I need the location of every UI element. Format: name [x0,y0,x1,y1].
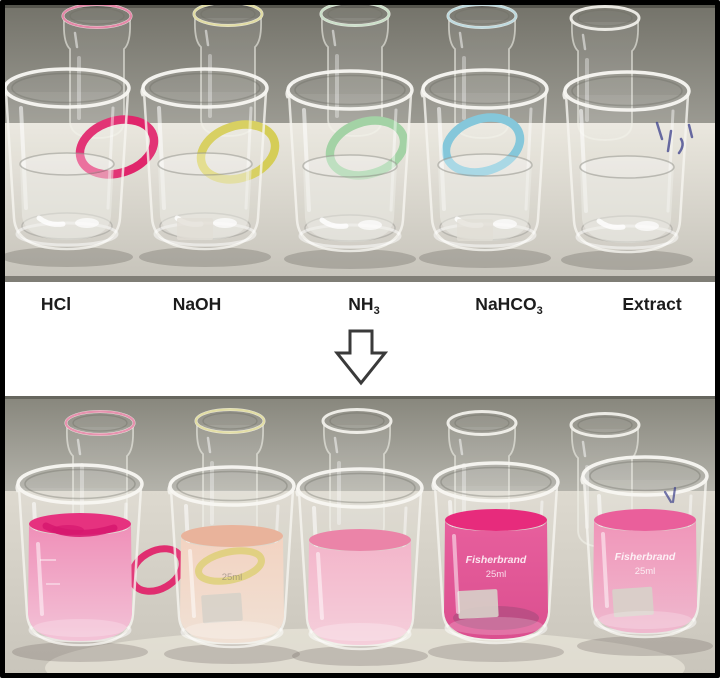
caption-band: HCl NaOH NH3 NaHCO3 Extract [5,282,715,396]
jar-rim-tint [319,5,391,27]
liquid-surface [181,525,283,547]
clear-solution [580,156,674,243]
beaker-nahco3-before [419,68,549,252]
pen-marks [663,486,677,504]
down-arrow-icon [334,329,388,386]
label-naoh: NaOH [172,294,222,314]
liquid [28,524,132,641]
beaker-sticker [457,219,493,241]
beaker-sticker [457,589,499,619]
beaker-nahco3-after: Fisherbrand 25ml [430,461,560,645]
glass-highlight [316,552,324,620]
glass-volume-text: 25ml [222,572,243,583]
glass-volume-text: 25ml [486,569,507,580]
clear-solution [20,153,114,240]
jar-rim-tint [446,5,518,29]
beaker-shadow [5,247,133,267]
beaker-naoh-before [139,67,269,251]
pen-marks [655,121,694,155]
beaker-hcl-after [14,463,145,647]
label-nahco3: NaHCO3 [475,294,543,317]
beaker-shadow [561,250,693,270]
glass-brand-text: Fisherbrand [466,554,527,566]
label-hcl: HCl [40,294,72,314]
glass-brand-text: Fisherbrand [615,551,676,563]
beaker-sticker [201,592,243,624]
liquid-surface [445,509,547,531]
glass-highlight [452,534,460,614]
beaker-shadow [292,646,428,666]
glass-volume-text: 25ml [635,566,656,577]
liquid-surface [594,509,696,531]
beaker-shadow [419,248,551,268]
photo-after: 25ml Fisherbrand 25ml [5,396,715,673]
photo-before [5,5,715,282]
bottom-reflection [313,623,407,641]
down-arrow-shape [334,329,388,386]
beaker-shadow [428,642,564,662]
beaker-hcl-before [5,67,132,251]
jar-rim-tint [61,5,133,29]
liquid [308,540,412,645]
clear-solution [303,155,397,242]
bottom-reflection [598,611,692,629]
photo-edge-shade [5,276,715,282]
glass-highlight [36,542,44,616]
bottom-reflection [449,617,543,635]
jar-rim-tint [192,5,264,27]
beaker-sticker [612,586,654,618]
beaker-shadow [139,247,271,267]
beaker-extract-after: Fisherbrand 25ml [579,455,709,639]
glass-highlight [601,532,609,608]
surface-blob [52,525,84,535]
beaker-shadow [164,644,300,664]
bottom-reflection [185,621,279,639]
beaker-nh3-before [284,69,414,253]
beaker-naoh-after: 25ml [166,465,296,649]
beaker-shadow [577,636,713,656]
bottom-reflection [33,619,127,637]
beaker-sticker [177,218,213,240]
jar-rim-tint [64,410,136,436]
submerged-yellow-ring [195,547,265,585]
beaker-shadow [12,642,148,662]
label-extract: Extract [622,294,682,314]
glass-highlight [188,549,196,618]
liquid-surface [309,529,411,551]
jar-rim-tint [194,408,266,434]
photo-edge-shade [5,396,715,399]
label-nh3: NH3 [348,294,380,317]
beaker-extract-before [561,70,691,254]
beaker-shadow [284,249,416,269]
beaker-nh3-after [294,467,424,651]
